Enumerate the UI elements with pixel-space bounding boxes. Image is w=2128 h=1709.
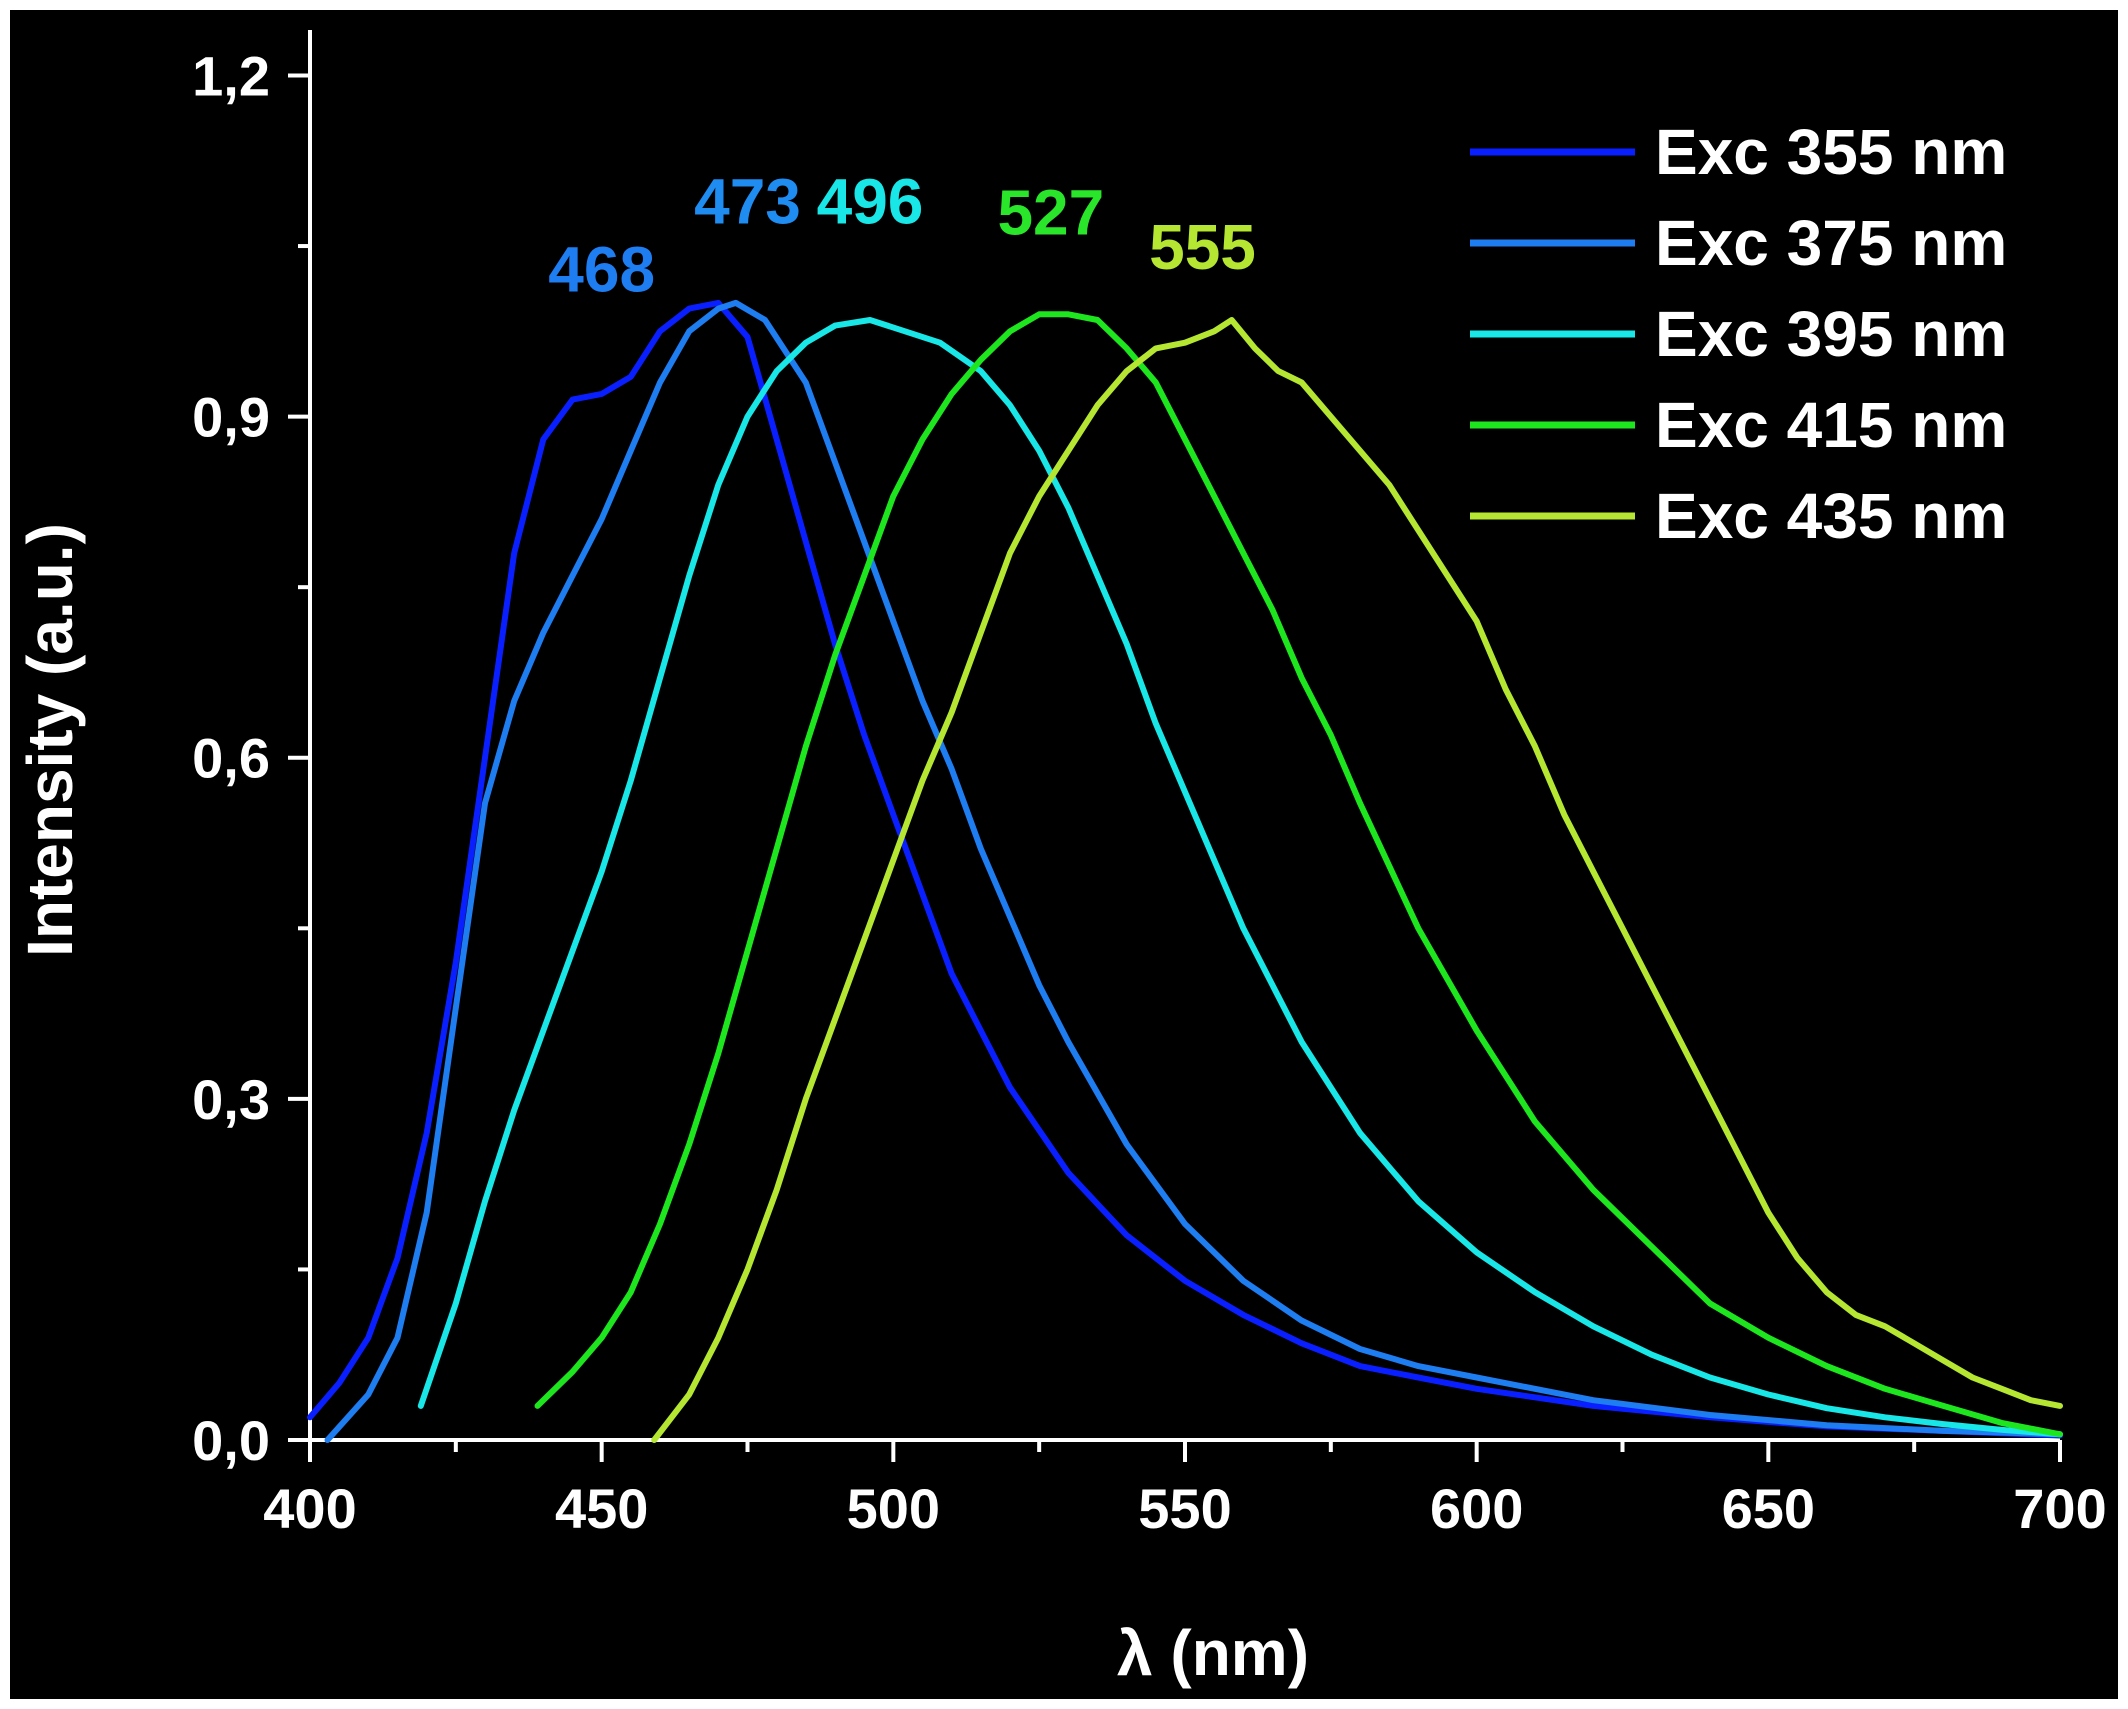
- y-tick-label: 0,6: [192, 727, 270, 790]
- legend-label-1: Exc 375 nm: [1655, 207, 2007, 279]
- x-axis-title: λ (nm): [1117, 1617, 1309, 1689]
- axes: 400 450 500 550 600 650 700 0,0 0,3 0,6 0,9 1,2: [192, 30, 2107, 1540]
- peak-label-496: 496: [817, 165, 924, 237]
- y-axis-title: Intensity (a.u.): [14, 523, 86, 957]
- x-tick-label: 650: [1722, 1477, 1815, 1540]
- y-tick-label: 0,3: [192, 1068, 270, 1131]
- peak-label-468: 468: [548, 234, 655, 306]
- x-tick-label: 700: [2013, 1477, 2106, 1540]
- peak-label-555: 555: [1149, 211, 1256, 283]
- x-tick-label: 450: [555, 1477, 648, 1540]
- peak-label-527: 527: [997, 177, 1104, 249]
- x-tick-label: 550: [1138, 1477, 1231, 1540]
- x-tick-label: 400: [263, 1477, 356, 1540]
- series-layer: [307, 299, 2063, 1443]
- x-tick-label: 500: [847, 1477, 940, 1540]
- legend-label-4: Exc 435 nm: [1655, 480, 2007, 552]
- y-tick-label: 1,2: [192, 44, 270, 107]
- legend-label-3: Exc 415 nm: [1655, 389, 2007, 461]
- legend-label-0: Exc 355 nm: [1655, 116, 2007, 188]
- peak-label-473: 473: [694, 165, 801, 237]
- series-line-1: [324, 299, 2063, 1443]
- x-tick-label: 600: [1430, 1477, 1523, 1540]
- peak-annotations: 468 473 496 527 555: [548, 165, 1256, 305]
- y-tick-label: 0,0: [192, 1409, 270, 1472]
- series-line-0: [307, 299, 2063, 1439]
- legend: Exc 355 nm Exc 375 nm Exc 395 nm Exc 415 nm…: [1470, 116, 2007, 552]
- y-tick-label: 0,9: [192, 386, 270, 449]
- legend-label-2: Exc 395 nm: [1655, 298, 2007, 370]
- series-line-3: [534, 311, 2063, 1438]
- series-line-2: [417, 317, 2063, 1438]
- series-line-4: [651, 317, 2063, 1443]
